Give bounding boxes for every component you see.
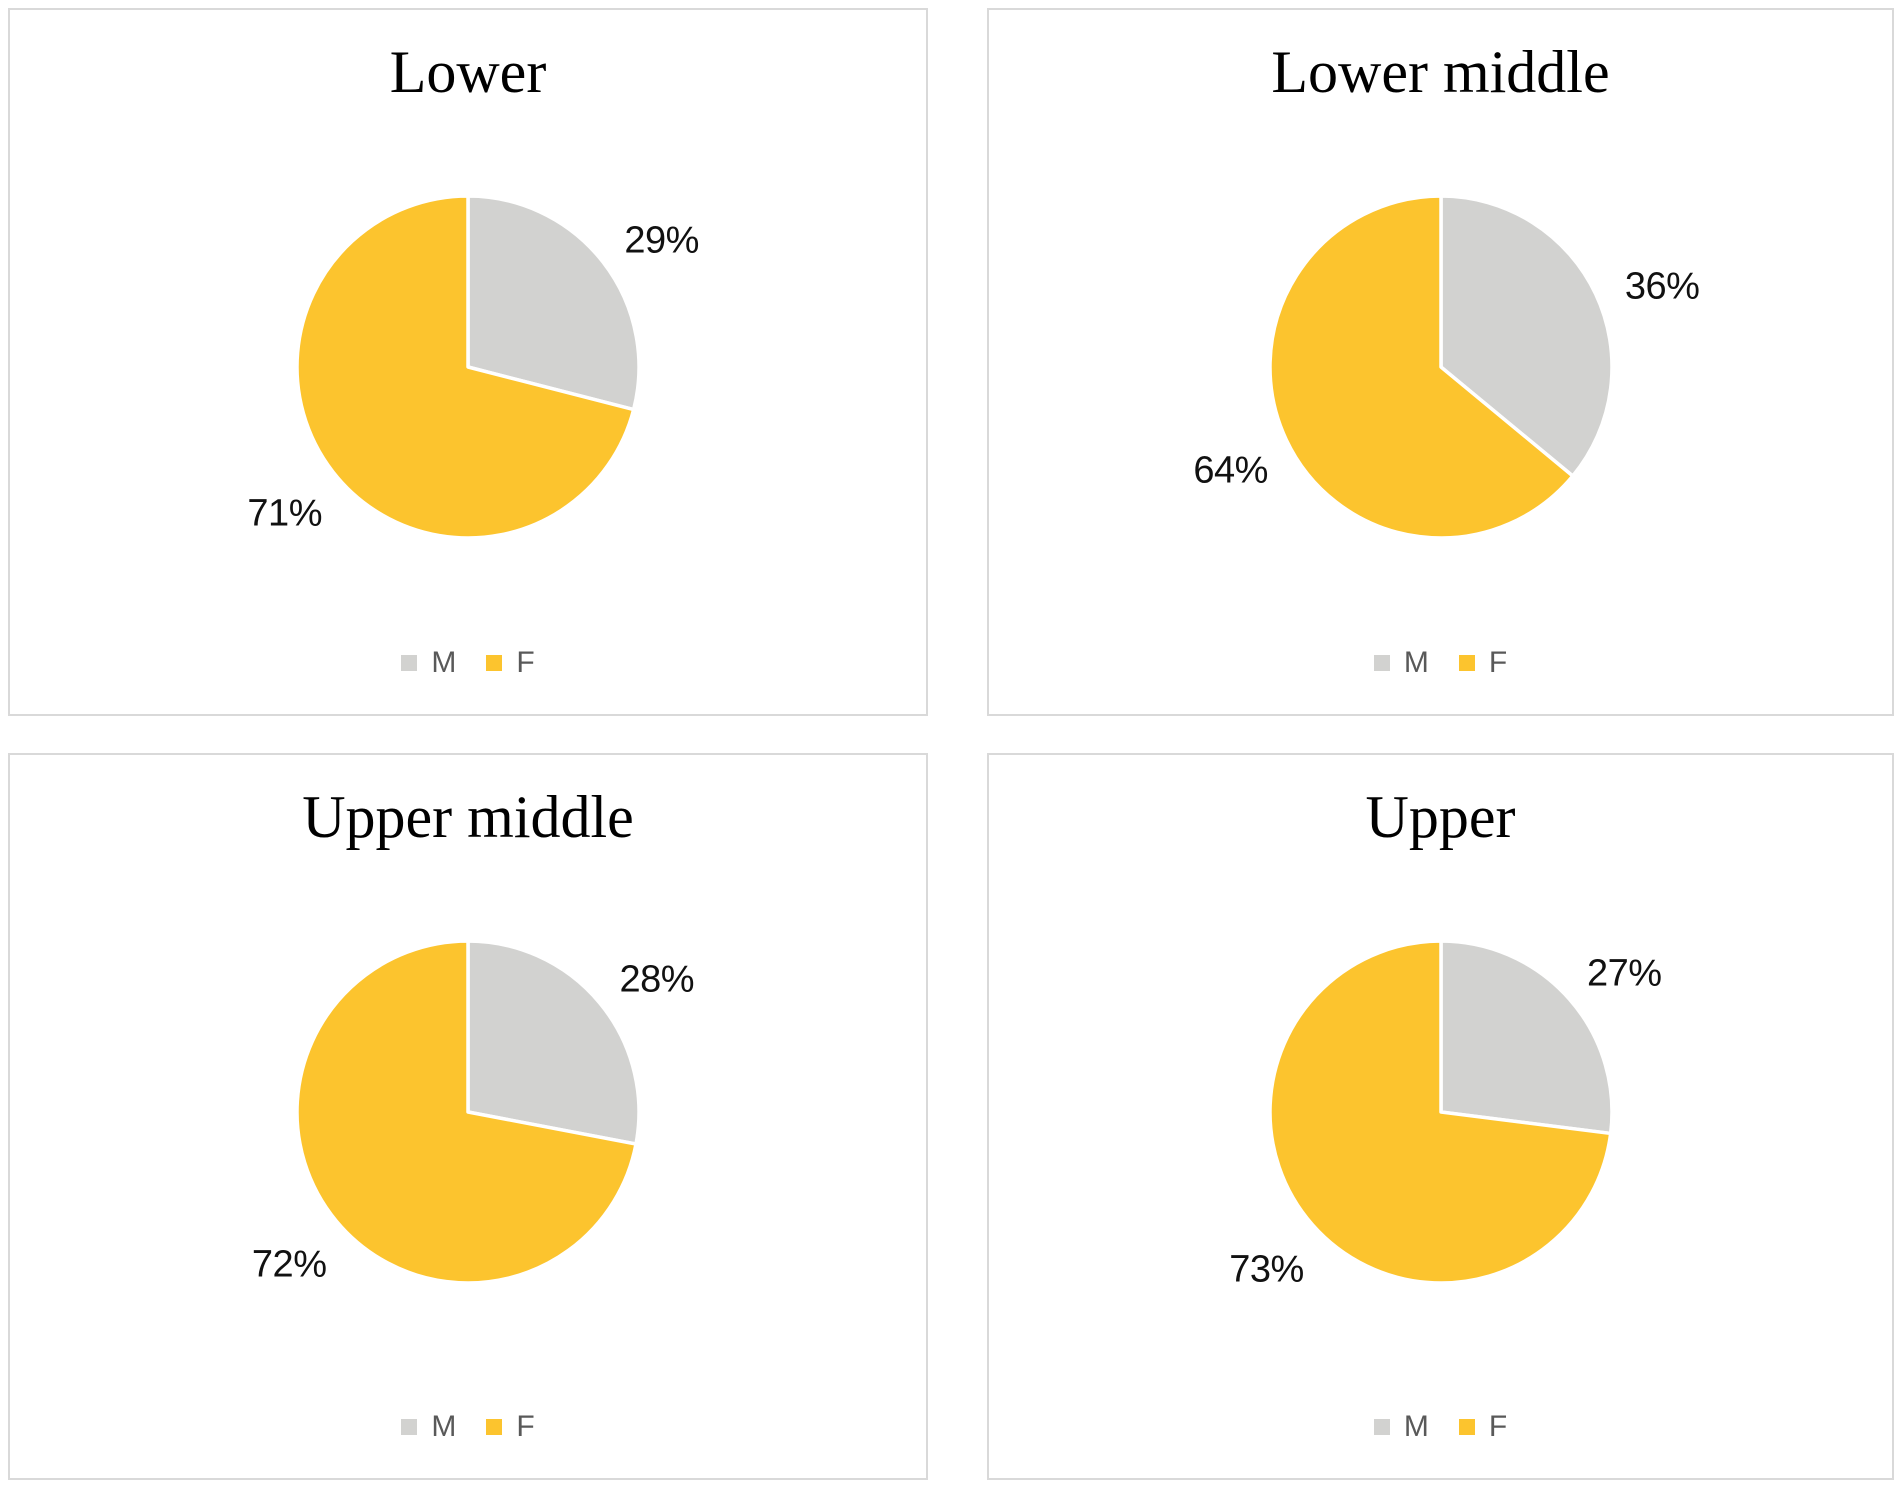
chart-title: Lower — [389, 39, 547, 105]
pie-slice-f — [1267, 194, 1575, 540]
legend-label-f: F — [516, 1410, 535, 1443]
legend-label-f: F — [1488, 1410, 1508, 1443]
legend-swatch-m — [401, 1419, 418, 1435]
pie-plot: 28% 72% — [252, 937, 695, 1287]
legend-swatch-m — [1373, 1419, 1390, 1435]
data-label-f: 72% — [251, 1243, 327, 1286]
legend-item-f: F — [1458, 646, 1508, 679]
legend-label-m: M — [431, 1410, 457, 1443]
pie-slice-m — [466, 939, 641, 1146]
data-label-f: 73% — [1229, 1248, 1304, 1291]
legend-swatch-f — [1458, 655, 1475, 671]
pie-upper-middle — [295, 939, 641, 1285]
legend-label-f: F — [516, 646, 535, 679]
legend-item-m: M — [1373, 646, 1429, 679]
legend-item-m: M — [401, 648, 456, 678]
pie-slice-m — [1438, 939, 1614, 1136]
pie-plot: 36% 64% — [1193, 192, 1700, 542]
data-label-m: 28% — [619, 958, 695, 1001]
pie-slice-f — [295, 194, 636, 540]
legend-label-m: M — [431, 646, 457, 679]
legend-swatch-f — [486, 655, 503, 671]
legend-item-m: M — [401, 1412, 456, 1442]
legend-swatch-f — [486, 1419, 503, 1435]
pie-lower-middle — [1267, 194, 1614, 540]
data-label-m: 36% — [1624, 265, 1700, 308]
legend-item-f: F — [486, 646, 535, 679]
data-label-m: 27% — [1587, 952, 1662, 995]
legend-label-m: M — [1403, 1410, 1429, 1443]
pie-slice-f — [1267, 939, 1612, 1285]
legend-swatch-f — [1458, 1419, 1475, 1435]
legend-item-f: F — [486, 1410, 535, 1443]
chart-title: Lower middle — [1271, 39, 1610, 105]
pie-upper — [1267, 939, 1614, 1285]
legend-item-m: M — [1373, 1410, 1429, 1443]
chart-title: Upper — [1365, 784, 1516, 850]
legend-swatch-m — [1373, 655, 1390, 671]
chart-title: Upper middle — [302, 784, 634, 850]
pie-lower — [295, 194, 641, 540]
data-label-f: 64% — [1193, 449, 1268, 492]
pie-slice-m — [466, 194, 641, 412]
data-label-f: 71% — [247, 492, 322, 535]
legend-swatch-m — [401, 655, 418, 671]
legend-item-f: F — [1458, 1410, 1508, 1443]
data-label-m: 29% — [624, 219, 699, 262]
pie-plot: 27% 73% — [1229, 937, 1662, 1291]
pie-slice-m — [1438, 194, 1614, 478]
pie-slice-f — [295, 939, 638, 1285]
legend-label-m: M — [1403, 646, 1429, 679]
pie-plot: 29% 71% — [247, 192, 699, 542]
legend-label-f: F — [1488, 646, 1508, 679]
